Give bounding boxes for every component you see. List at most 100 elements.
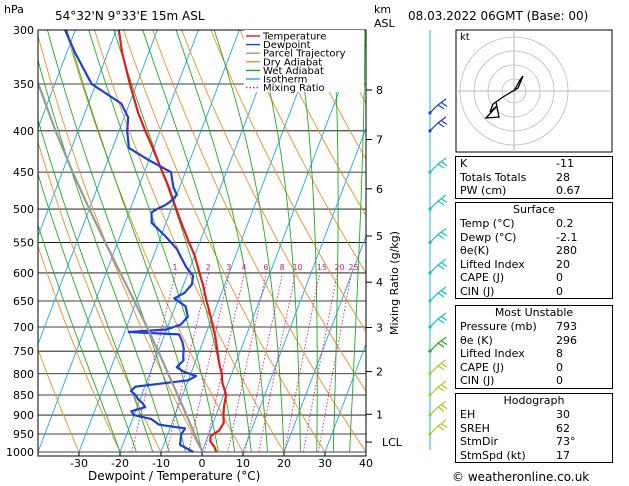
- wind-barb: [429, 419, 448, 435]
- wet-adiabat-line: [38, 172, 137, 453]
- pressure-tick-label: 450: [13, 166, 34, 179]
- mixing-ratio-label: 2: [206, 263, 211, 272]
- mixing-ratio-label: 6: [263, 263, 268, 272]
- wet-adiabat-line: [142, 30, 252, 453]
- hodograph-panel: Hodograph EH 30 SREH 62 StmDir 73° StmSpd (…: [455, 393, 613, 463]
- legend-label: Wet Adiabat: [263, 66, 324, 77]
- wind-barb-dot: [428, 129, 432, 133]
- legend-label: Isotherm: [263, 75, 307, 86]
- surface-title: Surface: [513, 203, 555, 216]
- mixing-ratio-axis-title: Mixing Ratio (g/kg): [388, 231, 401, 335]
- dry-adiabat-line: [297, 30, 366, 160]
- most-unstable-panel: Most Unstable Pressure (mb) 793 θe (K) 296…: [455, 305, 613, 389]
- wet-adiabat-line: [332, 30, 339, 453]
- temperature-line: [117, 30, 228, 453]
- mixing-ratio-line: [284, 272, 321, 453]
- wind-barb: [429, 157, 448, 173]
- wind-barb: [429, 312, 448, 328]
- mixing-ratio-line: [188, 272, 230, 453]
- wet-adiabat-line: [66, 30, 203, 453]
- surface-panel: Surface Temp (°C) 0.2 Dewp (°C) -2.1 θe(K)…: [455, 202, 613, 299]
- dry-adiabat-line: [65, 30, 244, 453]
- legend-label: Parcel Trajectory: [263, 49, 346, 60]
- index-row-k: K -11: [460, 157, 574, 170]
- hodograph-trace: [484, 75, 524, 119]
- mu-li-row: Lifted Index 8: [460, 347, 563, 360]
- wet-adiabat-line: [38, 223, 121, 453]
- isotherm-line: [38, 30, 76, 130]
- mixing-ratio-line: [258, 272, 297, 453]
- mu-pressure-row: Pressure (mb) 793: [460, 320, 577, 333]
- copyright-footer: © weatheronline.co.uk: [452, 470, 590, 484]
- dry-adiabat-line: [181, 30, 366, 393]
- pressure-tick-label: 550: [13, 236, 34, 249]
- temperature-tick-label: 0: [199, 457, 206, 470]
- temperature-tick-label: 30: [318, 457, 332, 470]
- isotherm-line: [119, 30, 281, 453]
- km-tick-label: 2: [376, 366, 383, 379]
- wind-barb: [429, 380, 448, 396]
- x-axis-title: Dewpoint / Temperature (°C): [88, 469, 260, 483]
- dewpoint-line: [64, 30, 198, 453]
- wet-adiabat-line: [46, 30, 187, 453]
- pressure-tick-label: 1000: [6, 446, 34, 459]
- km-tick-label: 5: [376, 230, 383, 243]
- wind-barb: [429, 286, 448, 302]
- hodo-sreh-row: SREH 62: [460, 421, 570, 435]
- km-tick-label: 7: [376, 133, 383, 146]
- location-title: 54°32'N 9°33'E 15m ASL: [55, 9, 205, 23]
- km-tick-label: 6: [376, 183, 383, 196]
- pressure-tick-label: 800: [13, 368, 34, 381]
- hodo-stmdir-row: StmDir 73°: [460, 435, 576, 448]
- mixing-ratio-label: 4: [241, 263, 246, 272]
- legend-box: [244, 30, 364, 92]
- isotherm-line: [324, 342, 366, 453]
- dry-adiabat-line: [239, 30, 366, 274]
- mixing-ratio-label: 15: [317, 263, 327, 272]
- wet-adiabat-line: [88, 30, 219, 453]
- km-label: km: [374, 3, 391, 16]
- wind-barb: [429, 194, 448, 210]
- wind-barb-dot: [428, 299, 432, 303]
- dry-adiabat-line: [152, 30, 366, 453]
- wind-barb: [429, 400, 448, 416]
- mu-cape-row: CAPE (J) 0: [460, 360, 563, 374]
- temperature-tick-label: -10: [152, 457, 170, 470]
- mixing-ratio-line: [317, 272, 352, 453]
- wind-barb-dot: [428, 240, 432, 245]
- pressure-tick-label: 700: [13, 321, 34, 334]
- temperature-tick-label: -30: [70, 457, 88, 470]
- pressure-axis: 300 350 400 450 500 550 600 650 700 750 800 850 900 9…: [6, 24, 34, 459]
- legend-label: Mixing Ratio: [263, 83, 325, 94]
- isotherm-line: [160, 30, 322, 453]
- mixing-ratio-label: 10: [293, 263, 303, 272]
- wind-barb-dot: [428, 413, 432, 417]
- wind-barb: [429, 359, 448, 375]
- wet-adiabat-line: [175, 30, 269, 453]
- pressure-tick-label: 300: [13, 24, 34, 37]
- wind-barb-dot: [428, 170, 432, 174]
- surface-temp-row: Temp (°C) 0.2: [460, 217, 574, 230]
- temperature-tick-label: 10: [236, 457, 250, 470]
- lcl-label: LCL: [382, 436, 403, 449]
- dry-adiabat-line: [38, 34, 203, 453]
- isotherm-line: [78, 30, 240, 453]
- dry-adiabat-line: [268, 30, 366, 217]
- pressure-tick-label: 400: [13, 125, 34, 138]
- temperature-tick-label: -20: [111, 457, 129, 470]
- wind-barb-dot: [428, 349, 432, 353]
- temperature-axis: -30 -20 -10 0 10 20 30 40: [70, 452, 373, 470]
- mu-thetae-row: θe (K) 296: [460, 333, 577, 347]
- km-tick-label: 4: [376, 276, 383, 289]
- pressure-tick-label: 500: [13, 203, 34, 216]
- wind-barb: [429, 336, 448, 352]
- profile-lines: [38, 30, 228, 453]
- wind-barb-dot: [428, 111, 432, 115]
- pressure-tick-label: 750: [13, 345, 34, 358]
- mixing-ratio-label: 25: [349, 263, 359, 272]
- surface-thetae-row: θe(K) 280: [460, 244, 577, 257]
- legend-label: Dewpoint: [263, 40, 311, 51]
- mixing-ratio-line: [131, 272, 176, 453]
- wind-barb-dot: [428, 207, 432, 211]
